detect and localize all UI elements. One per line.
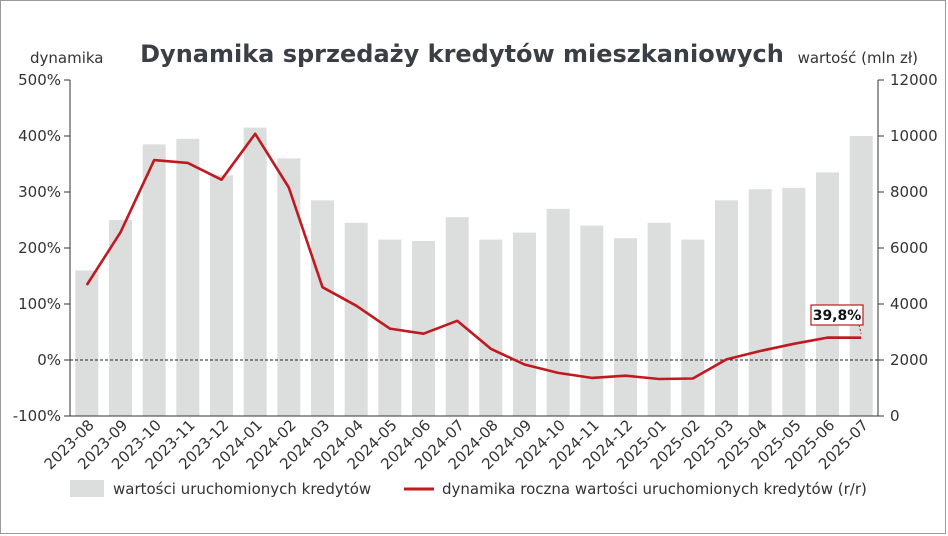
left-tick-label: 200% — [18, 239, 61, 257]
annotation-leader — [858, 324, 862, 334]
line-series — [85, 132, 862, 381]
bar-2024-09 — [513, 232, 536, 416]
right-tick-label: 0 — [890, 407, 900, 425]
dynamics-line — [85, 132, 862, 381]
bar-2024-02 — [277, 158, 301, 416]
annotation-group: 39,8% — [810, 304, 864, 334]
legend-label-bars: wartości uruchomionych kredytów — [113, 480, 371, 498]
left-tick-label: 500% — [18, 71, 61, 89]
right-axis: 12000 10000 8000 6000 4000 2000 0 — [877, 71, 938, 425]
left-tick-label: 0% — [37, 351, 61, 369]
bar-2023-08 — [75, 270, 99, 416]
bar-2024-10 — [546, 208, 570, 416]
right-tick-label: 6000 — [890, 239, 928, 257]
left-axis-label: dynamika — [30, 49, 104, 67]
annotation-box — [810, 304, 864, 326]
legend: wartości uruchomionych kredytów dynamika… — [70, 480, 867, 498]
bar-2025-05 — [782, 187, 806, 416]
bar-2025-06 — [816, 172, 839, 416]
right-tick-label: 4000 — [890, 295, 928, 313]
chart-title: Dynamika sprzedaży kredytów mieszkaniowy… — [140, 40, 784, 68]
bar-2025-03 — [715, 200, 738, 416]
bar-2023-11 — [176, 138, 200, 417]
legend-swatch-bars — [70, 480, 104, 497]
right-tick-label: 10000 — [890, 127, 938, 145]
right-tick-label: 12000 — [890, 71, 938, 89]
bar-2024-03 — [311, 200, 334, 416]
bar-2024-11 — [580, 225, 604, 416]
bar-2023-09 — [109, 220, 132, 416]
bar-2024-04 — [344, 222, 368, 416]
annotation-label: 39,8% — [813, 308, 862, 324]
left-tick-label: -100% — [13, 407, 61, 425]
bar-2025-01 — [647, 222, 671, 416]
bar-2024-06 — [412, 241, 435, 416]
left-tick-label: 100% — [18, 295, 61, 313]
legend-label-line: dynamika roczna wartości uruchomionych k… — [442, 480, 867, 498]
bar-2023-12 — [210, 175, 233, 416]
right-axis-label: wartość (mln zł) — [798, 49, 918, 67]
bar-2023-10 — [142, 144, 166, 416]
bar-2024-01 — [243, 127, 267, 416]
left-axis: 500% 400% 300% 200% 100% 0% -100% — [13, 71, 71, 425]
bar-2025-02 — [681, 239, 705, 416]
left-tick-label: 300% — [18, 183, 61, 201]
right-tick-label: 8000 — [890, 183, 928, 201]
bar-2024-07 — [445, 217, 469, 416]
bar-2025-04 — [748, 189, 772, 416]
bar-2025-07 — [849, 136, 873, 416]
bar-series — [75, 127, 873, 417]
bar-2024-12 — [614, 238, 637, 416]
left-tick-label: 400% — [18, 127, 61, 145]
category-labels: 2023-082023-092023-102023-112023-122024-… — [41, 416, 872, 473]
bar-2024-08 — [479, 239, 503, 416]
right-tick-label: 2000 — [890, 351, 928, 369]
zero-line-group — [70, 359, 878, 417]
